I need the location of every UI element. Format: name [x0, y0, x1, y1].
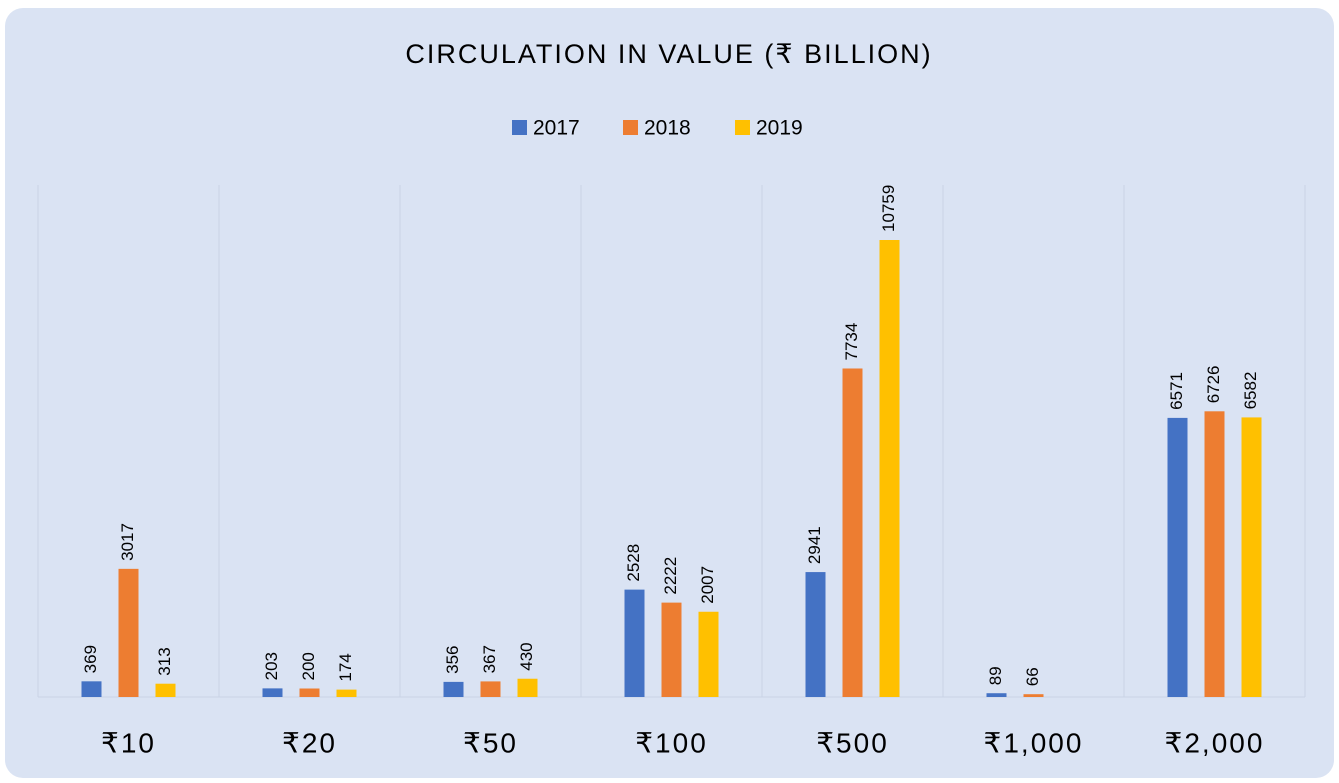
- bar: [118, 568, 139, 697]
- x-tick-label: ₹20: [282, 727, 337, 758]
- legend-swatch: [512, 120, 527, 135]
- data-label: 356: [443, 646, 462, 674]
- data-label: 369: [81, 645, 100, 673]
- data-label: 2222: [661, 557, 680, 595]
- data-label: 2941: [805, 526, 824, 564]
- bar: [842, 368, 863, 697]
- x-tick-label: ₹50: [463, 727, 518, 758]
- data-label: 3017: [118, 523, 137, 561]
- bar: [624, 589, 645, 697]
- bar: [986, 693, 1007, 697]
- x-tick-label: ₹500: [816, 727, 889, 758]
- bar: [805, 572, 826, 697]
- legend-label: 2019: [756, 117, 803, 140]
- chart-title: CIRCULATION IN VALUE (₹ BILLION): [405, 39, 932, 69]
- data-label: 66: [1023, 667, 1042, 686]
- bar: [698, 611, 719, 697]
- bar: [1204, 411, 1225, 697]
- bar: [517, 678, 538, 697]
- data-label: 2007: [698, 566, 717, 604]
- x-tick-label: ₹10: [101, 727, 156, 758]
- bar: [661, 602, 682, 697]
- bar: [336, 689, 357, 697]
- legend-swatch: [623, 120, 638, 135]
- x-tick-label: ₹100: [635, 727, 708, 758]
- data-label: 2528: [624, 544, 643, 582]
- data-label: 430: [517, 642, 536, 670]
- bar: [299, 688, 320, 697]
- x-tick-label: ₹2,000: [1165, 727, 1265, 758]
- data-label: 6582: [1241, 372, 1260, 410]
- data-label: 6726: [1204, 365, 1223, 403]
- legend-label: 2017: [533, 117, 580, 140]
- bar: [1167, 417, 1188, 697]
- data-label: 203: [262, 652, 281, 680]
- data-label: 6571: [1167, 372, 1186, 410]
- bar: [480, 681, 501, 697]
- legend-label: 2018: [644, 117, 691, 140]
- data-label: 7734: [842, 323, 861, 361]
- data-label: 10759: [879, 185, 898, 232]
- legend-swatch: [735, 120, 750, 135]
- data-label: 200: [299, 652, 318, 680]
- bar: [155, 683, 176, 697]
- chart-background: [5, 8, 1334, 778]
- data-label: 89: [986, 666, 1005, 685]
- data-label: 367: [480, 645, 499, 673]
- x-tick-label: ₹1,000: [984, 727, 1084, 758]
- bar: [879, 240, 900, 697]
- data-label: 313: [155, 647, 174, 675]
- bar: [1023, 694, 1044, 697]
- bar: [81, 681, 102, 697]
- bar: [443, 681, 464, 697]
- bar: [1241, 417, 1262, 697]
- bar: [262, 688, 283, 697]
- data-label: 174: [336, 653, 355, 681]
